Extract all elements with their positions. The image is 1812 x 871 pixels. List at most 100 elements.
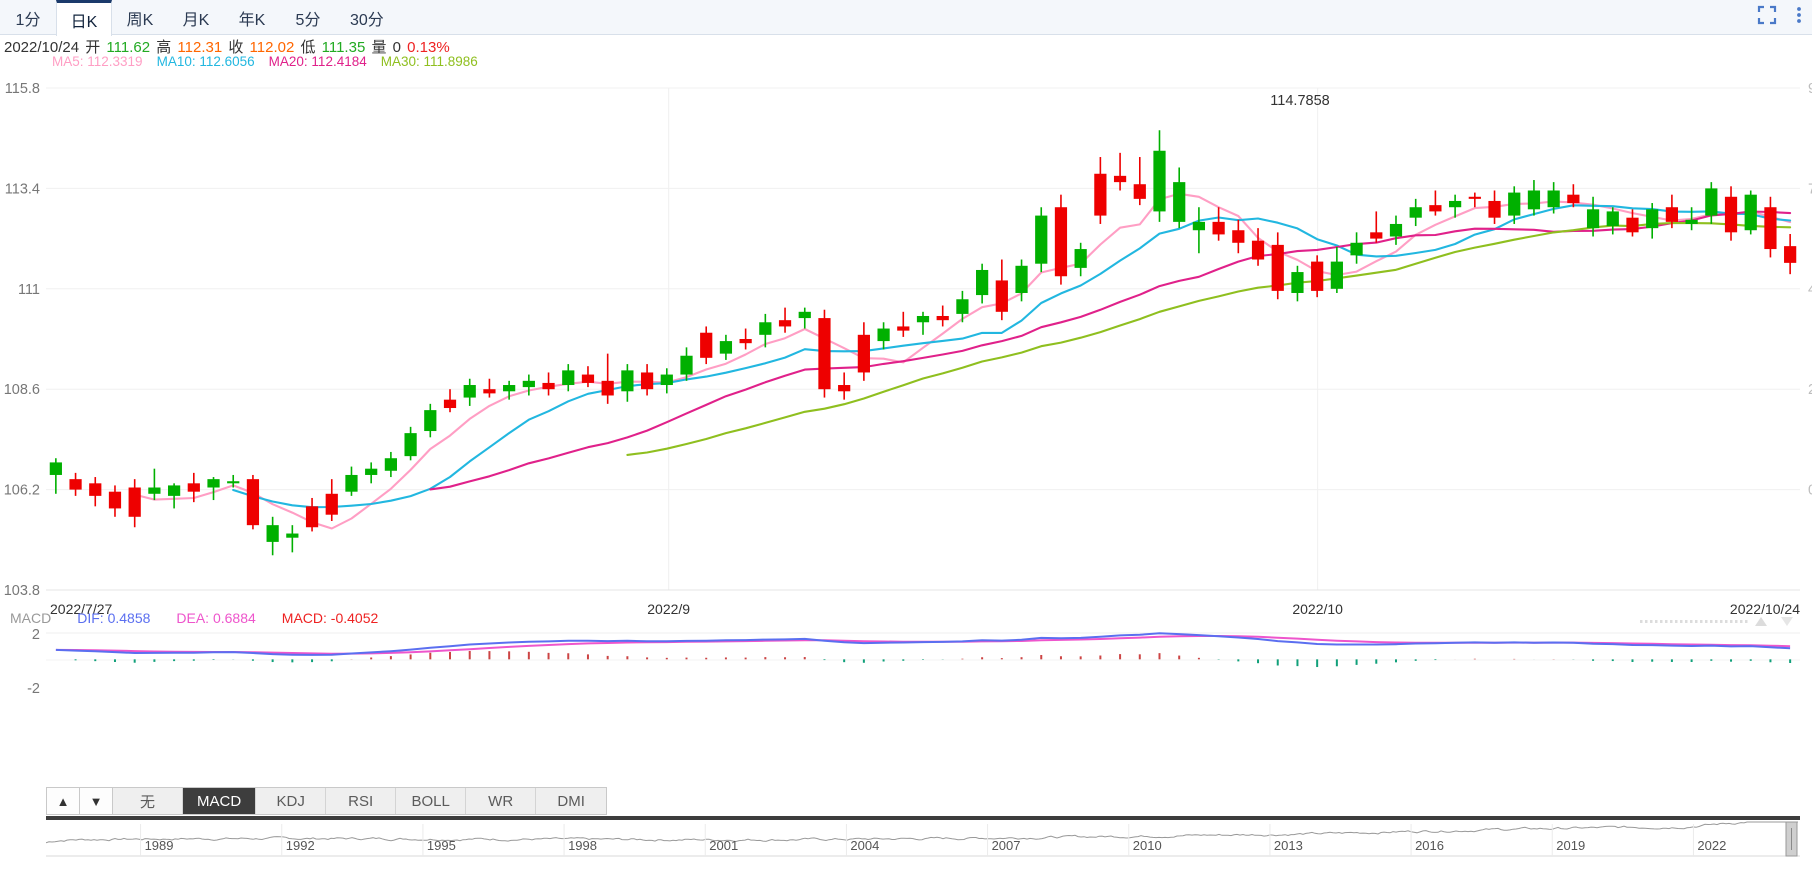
candle-body xyxy=(680,355,693,375)
indicator-tab-无[interactable]: 无 xyxy=(113,788,183,814)
candle-body xyxy=(1488,200,1501,218)
x-axis-tick: 2022/7/27 xyxy=(50,601,112,617)
indicator-tab-rsi[interactable]: RSI xyxy=(326,788,397,814)
candle-body xyxy=(108,491,122,509)
period-tab-1[interactable]: 日K xyxy=(56,0,112,36)
candle-body xyxy=(542,382,555,390)
period-tab-0[interactable]: 1分 xyxy=(15,11,41,29)
candle-body xyxy=(1271,244,1284,291)
candle-body xyxy=(305,506,319,528)
quote-info-line: 2022/10/24 开 111.62 高 112.31 收 112.02 低 … xyxy=(4,36,452,57)
candle-body xyxy=(463,385,476,398)
price-chart[interactable]: 115.8 113.4 111 108.6 106.2 103.8 9% 7% 4% 2% 0% 20… xyxy=(0,70,1812,695)
indicator-tab-kdj[interactable]: KDJ xyxy=(256,788,327,814)
candle-body xyxy=(1192,221,1206,231)
period-tab-5[interactable]: 5分 xyxy=(295,11,321,29)
candle-body xyxy=(227,481,240,484)
x-axis-tick: 2022/9 xyxy=(647,601,690,617)
open-value: 111.62 xyxy=(102,39,151,56)
ma-line-ma10 xyxy=(232,204,1792,509)
candle-body xyxy=(1173,182,1186,222)
macd-y-tick-bottom: -2 xyxy=(27,681,40,697)
macd-dif-line xyxy=(55,632,1791,656)
candle-body xyxy=(207,479,220,488)
overview-year-tick: 1998 xyxy=(568,838,597,853)
overview-year-tick: 2010 xyxy=(1133,838,1162,853)
candle-body xyxy=(956,299,969,314)
candle-body xyxy=(49,462,62,475)
ma-legend: MA5: 112.3319 MA10: 112.6056 MA20: 112.418… xyxy=(52,54,492,69)
candle-body xyxy=(562,370,575,386)
window-controls xyxy=(1756,0,1802,35)
ma-line-ma30 xyxy=(626,221,1792,456)
overview-year-tick: 2016 xyxy=(1415,838,1444,853)
candle-body xyxy=(719,341,733,354)
y-axis-right-tick: 7% xyxy=(1808,181,1812,197)
candle-body xyxy=(995,280,1008,312)
candle-body xyxy=(1724,196,1738,233)
macd-subchart[interactable]: 2 -2 xyxy=(0,625,1812,705)
candle-body xyxy=(404,433,417,457)
candle-body xyxy=(1350,242,1363,256)
candle-body xyxy=(1429,205,1442,212)
change-percent: 0.13% xyxy=(402,39,450,56)
candle-body xyxy=(266,525,279,542)
candle-body xyxy=(1468,196,1481,199)
candle-body xyxy=(1015,265,1028,293)
candle-body xyxy=(325,493,338,515)
candle-body xyxy=(1764,207,1777,250)
candle-body xyxy=(1547,190,1560,208)
macd-y-tick-top: 2 xyxy=(32,627,40,643)
candle-body xyxy=(503,385,516,392)
macd-dea-line xyxy=(55,635,1791,655)
period-tab-4[interactable]: 年K xyxy=(238,11,266,29)
indicator-tab-boll[interactable]: BOLL xyxy=(396,788,467,814)
candle-body xyxy=(877,328,890,342)
candle-body xyxy=(976,269,989,296)
range-overview[interactable]: 1989 1992 1995 1998 2001 2004 2007 2010 2013 2016… xyxy=(45,816,1800,866)
candle-body xyxy=(1094,173,1107,216)
high-annotation: 114.7858 xyxy=(1270,93,1329,109)
y-axis-left-tick: 115.8 xyxy=(5,81,40,97)
candle-body xyxy=(128,487,141,517)
candle-body xyxy=(424,410,437,432)
open-label: 开 xyxy=(81,39,101,56)
candle-body xyxy=(640,372,654,390)
candle-body xyxy=(1330,261,1343,289)
candle-body xyxy=(581,374,595,383)
macd-legend: MACD DIF: 0.4858 DEA: 0.6884 MACD: -0.4052 xyxy=(10,610,404,626)
candle-body xyxy=(1409,207,1422,218)
indicator-tab-wr[interactable]: WR xyxy=(466,788,537,814)
indicator-tab-macd[interactable]: MACD xyxy=(183,788,257,814)
y-axis-left-tick: 113.4 xyxy=(5,181,40,197)
overview-year-tick: 2007 xyxy=(992,838,1021,853)
candle-body xyxy=(897,326,910,331)
period-tab-2[interactable]: 周K xyxy=(126,11,154,29)
fullscreen-exit-icon[interactable] xyxy=(1756,4,1778,31)
candle-body xyxy=(1646,209,1659,229)
candle-body xyxy=(739,339,752,344)
price-chart-svg[interactable]: 115.8 113.4 111 108.6 106.2 103.8 9% 7% 4% 2% 0% 20… xyxy=(0,70,1812,695)
scroll-up-button[interactable]: ▲ xyxy=(47,788,80,814)
macd-legend-item-0: DIF: 0.4858 xyxy=(77,610,151,626)
scroll-down-button[interactable]: ▼ xyxy=(80,788,113,814)
candle-body xyxy=(1133,184,1146,199)
candle-body xyxy=(1054,207,1068,277)
candle-body xyxy=(818,318,831,390)
candle-body xyxy=(1665,207,1679,222)
more-vertical-icon[interactable] xyxy=(1796,4,1802,31)
candle-body xyxy=(1232,230,1245,243)
range-overview-svg[interactable]: 1989 1992 1995 1998 2001 2004 2007 2010 2013 2016… xyxy=(45,816,1800,866)
candle-body xyxy=(778,320,792,327)
ma-legend-item-2: MA20: 112.4184 xyxy=(268,54,367,69)
candle-body xyxy=(759,322,772,335)
period-tab-3[interactable]: 月K xyxy=(182,11,210,29)
x-axis-tick: 2022/10/24 xyxy=(1730,601,1800,617)
candle-body xyxy=(1113,175,1127,183)
indicator-tab-dmi[interactable]: DMI xyxy=(536,788,607,814)
high-value: 112.31 xyxy=(173,39,223,56)
candle-body xyxy=(1074,249,1087,268)
candle-body xyxy=(1370,232,1383,239)
period-tab-6[interactable]: 30分 xyxy=(350,11,384,29)
